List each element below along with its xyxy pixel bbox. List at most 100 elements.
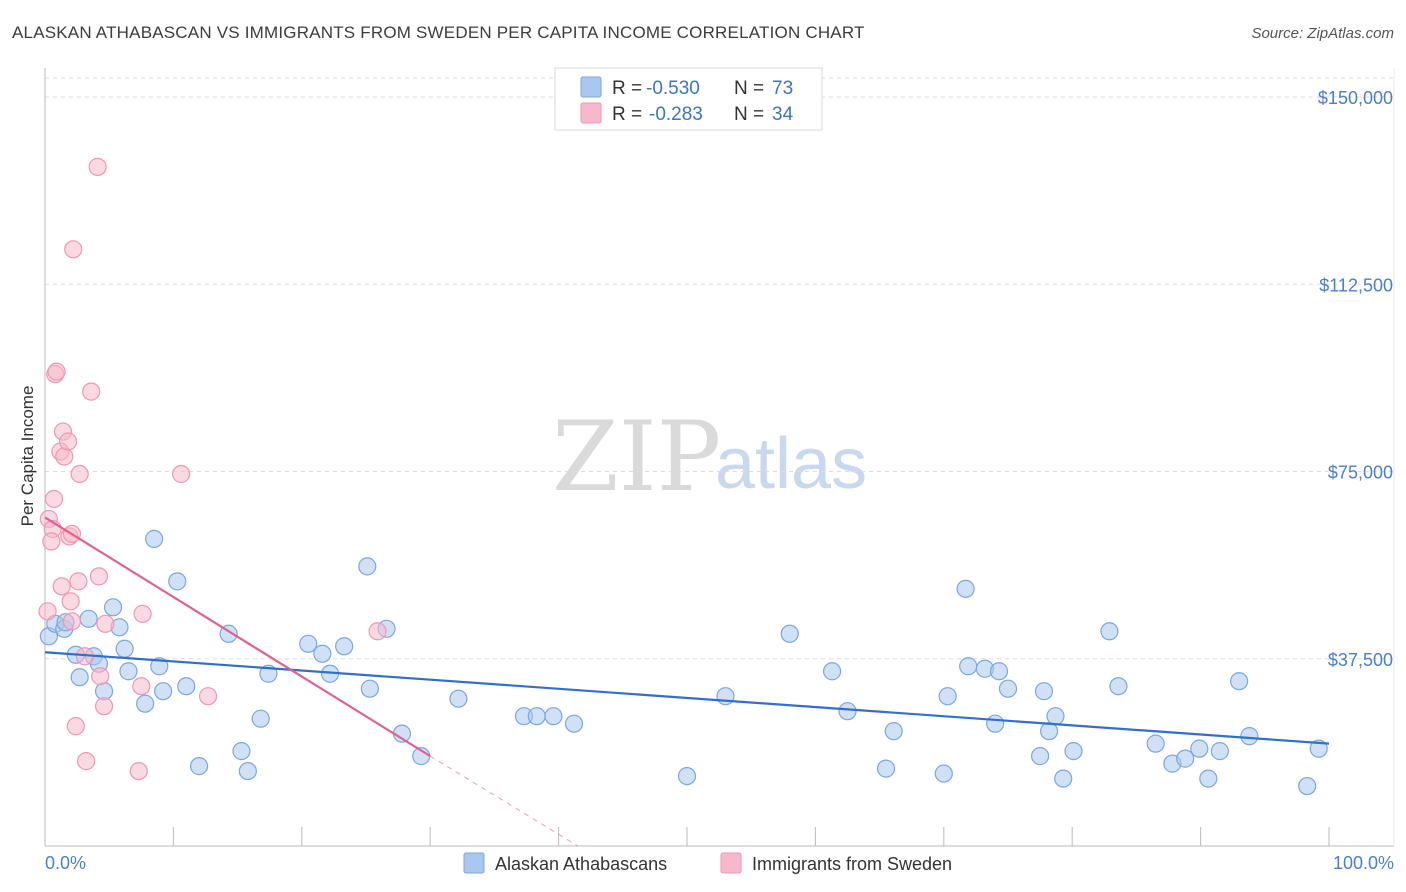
trend-line-athabascan [44, 651, 1330, 745]
athabascan-point-13 [119, 662, 138, 681]
athabascan-point-19 [177, 677, 196, 696]
series-immigrants-from-sweden [38, 157, 387, 781]
y-tick-label-0: $37,500 [1328, 650, 1393, 670]
sweden-point-29 [132, 677, 151, 696]
athabascan-point-46 [884, 722, 903, 741]
sweden-point-21 [76, 752, 96, 771]
sweden-point-13 [61, 592, 80, 611]
athabascan-point-55 [1030, 747, 1050, 766]
athabascan-point-63 [1146, 734, 1165, 753]
sweden-point-23 [88, 157, 107, 177]
athabascan-point-43 [822, 662, 842, 681]
sweden-point-28 [129, 761, 148, 781]
sweden-point-8 [52, 577, 71, 596]
y-axis-tick-labels: $37,500 $75,000 $112,500 $150,000 [1318, 88, 1393, 670]
stats-legend-swatch-pink [580, 102, 602, 124]
athabascan-point-48 [938, 687, 957, 706]
athabascan-point-24 [251, 709, 270, 728]
watermark-zip: ZIP [552, 401, 721, 513]
sweden-point-0 [38, 602, 57, 621]
stats-legend-n-label-pink: N = [734, 104, 764, 125]
athabascan-point-38 [544, 707, 563, 726]
stats-legend-n-label-blue: N = [734, 78, 764, 99]
series-legend-label-blue: Alaskan Athabascans [495, 854, 667, 874]
athabascan-point-31 [360, 679, 379, 698]
athabascan-point-5 [70, 668, 89, 687]
athabascan-point-61 [1100, 622, 1119, 641]
series-legend-swatch-pink [720, 852, 742, 874]
chart-title: ALASKAN ATHABASCAN VS IMMIGRANTS FROM SW… [12, 23, 865, 42]
athabascan-point-69 [1230, 672, 1249, 691]
stats-legend-n-value-pink: 34 [772, 104, 794, 125]
series-legend-swatch-blue [463, 852, 485, 874]
athabascan-point-12 [115, 639, 134, 658]
y-tick-label-1: $75,000 [1328, 463, 1393, 483]
y-axis-label: Per Capita Income [18, 386, 37, 527]
athabascan-point-20 [189, 757, 209, 776]
series-alaskan-athabascans [39, 529, 1328, 796]
athabascan-point-45 [876, 759, 896, 778]
series-legend: Alaskan Athabascans Immigrants from Swed… [463, 852, 952, 874]
athabascan-point-30 [358, 557, 377, 576]
sweden-point-32 [198, 687, 218, 706]
sweden-point-16 [64, 240, 83, 259]
athabascan-point-42 [780, 624, 799, 643]
sweden-point-4 [44, 489, 64, 509]
x-tick-label-max: 100.0% [1333, 853, 1394, 873]
trend-lines [44, 516, 1330, 847]
sweden-point-24 [89, 567, 109, 586]
athabascan-point-70 [1240, 727, 1259, 746]
athabascan-point-16 [150, 657, 169, 676]
athabascan-point-58 [1046, 707, 1065, 726]
sweden-point-3 [42, 532, 61, 551]
sweden-point-17 [66, 717, 85, 736]
athabascan-point-44 [838, 702, 857, 721]
athabascan-point-49 [956, 579, 975, 598]
athabascan-point-54 [998, 679, 1018, 698]
athabascan-point-68 [1210, 742, 1229, 761]
sweden-point-10 [55, 447, 74, 466]
y-tick-label-3: $150,000 [1318, 88, 1393, 108]
athabascan-point-52 [986, 714, 1005, 733]
athabascan-point-40 [677, 766, 697, 786]
x-tick-label-min: 0.0% [45, 853, 86, 873]
grid-lines [45, 77, 1394, 660]
sweden-point-6 [47, 362, 66, 381]
sweden-point-18 [69, 572, 88, 591]
trend-line-sweden [44, 516, 431, 758]
stats-legend-n-value-blue: 73 [772, 78, 793, 99]
stats-legend-swatch-blue [580, 76, 602, 98]
athabascan-point-14 [136, 694, 155, 713]
athabascan-point-10 [103, 598, 123, 617]
sweden-point-26 [94, 697, 114, 716]
watermark-atlas: atlas [715, 424, 867, 504]
stats-legend-r-label-blue: R = [612, 78, 642, 99]
athabascan-point-18 [168, 572, 187, 591]
athabascan-point-60 [1064, 742, 1083, 761]
athabascan-point-71 [1298, 776, 1317, 796]
athabascan-point-6 [79, 609, 98, 628]
athabascan-point-67 [1199, 769, 1218, 788]
sweden-point-11 [59, 432, 78, 451]
athabascan-point-47 [934, 764, 953, 783]
x-axis-ticks [44, 68, 1395, 846]
athabascan-point-17 [154, 682, 173, 701]
athabascan-point-50 [959, 657, 978, 676]
athabascan-point-29 [335, 637, 354, 656]
sweden-point-22 [82, 382, 101, 401]
y-tick-label-2: $112,500 [1319, 275, 1393, 295]
athabascan-point-37 [527, 707, 546, 726]
stats-legend-r-label-pink: R = [612, 104, 642, 125]
sweden-point-30 [133, 604, 152, 623]
athabascan-point-23 [238, 761, 257, 781]
athabascan-point-15 [145, 529, 164, 549]
athabascan-point-72 [1309, 739, 1328, 758]
athabascan-point-26 [299, 634, 318, 653]
athabascan-point-59 [1054, 769, 1073, 788]
sweden-point-25 [91, 667, 110, 686]
athabascan-point-39 [564, 714, 584, 733]
stats-legend: R = -0.530 N = 73 R = -0.283 N = 34 [554, 67, 823, 131]
series-legend-label-pink: Immigrants from Sweden [752, 854, 952, 874]
athabascan-point-56 [1034, 682, 1054, 701]
